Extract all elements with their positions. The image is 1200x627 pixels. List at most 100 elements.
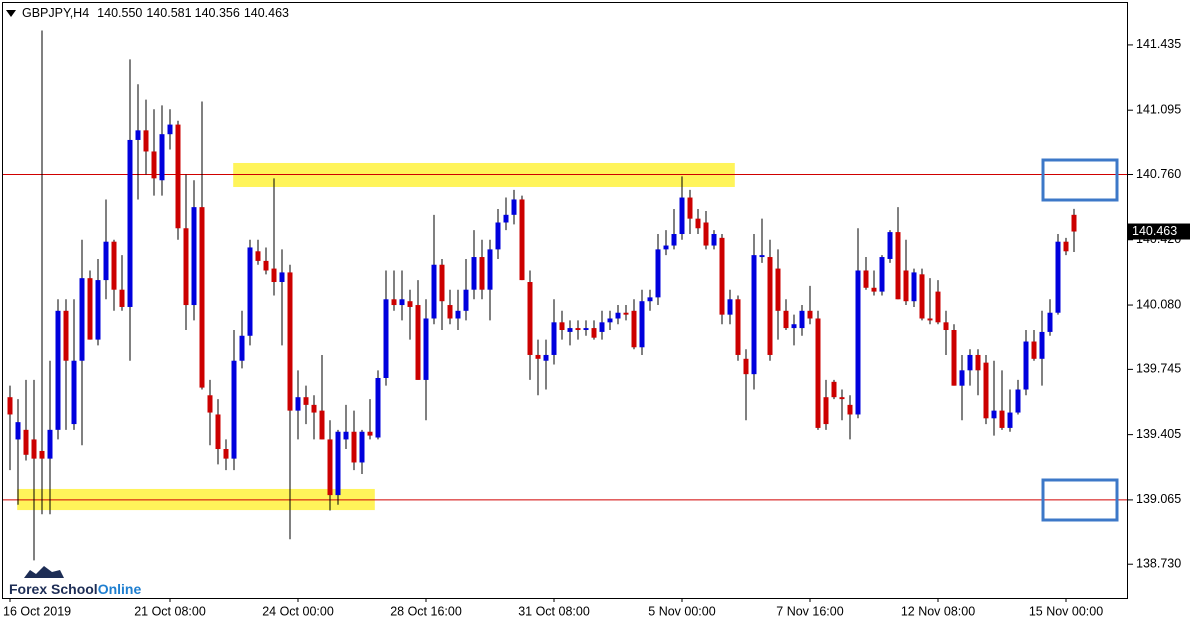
candle-body [895, 232, 901, 300]
candle-body [599, 322, 605, 332]
candle-body [967, 354, 973, 371]
candle-body [903, 270, 909, 302]
candle-body [639, 301, 645, 348]
candle-body [143, 130, 149, 152]
candle-body [383, 299, 389, 378]
x-tick-label: 28 Oct 16:00 [390, 604, 462, 618]
y-tick-label: 141.095 [1136, 102, 1181, 116]
logo-icon [24, 566, 64, 578]
candle-body [23, 429, 29, 455]
candle-body [679, 197, 685, 235]
x-tick-label: 24 Oct 00:00 [262, 604, 334, 618]
chart-header: GBPJPY,H4 140.550 140.581 140.356 140.463 [22, 6, 289, 20]
candle-body [703, 222, 709, 246]
y-tick-label: 140.080 [1136, 297, 1181, 311]
candle-body [735, 299, 741, 355]
candle-body [711, 234, 717, 246]
candle-body [935, 291, 941, 323]
candle-body [999, 410, 1005, 428]
y-tick-label: 139.745 [1136, 362, 1181, 376]
y-tick-label: 141.435 [1136, 37, 1181, 51]
highlight-box [1041, 158, 1119, 202]
candle-body [831, 381, 837, 398]
candle-body [255, 251, 261, 261]
x-tick-label: 16 Oct 2019 [3, 604, 71, 618]
candle-body [687, 197, 693, 219]
candle-body [263, 260, 269, 271]
y-tick-label: 139.405 [1136, 427, 1181, 441]
symbol: GBPJPY,H4 [22, 6, 89, 20]
candle-body [727, 299, 733, 315]
candle-body [631, 310, 637, 348]
candle-body [479, 257, 485, 290]
candle-body [415, 305, 421, 380]
x-tick-label: 7 Nov 16:00 [776, 604, 843, 618]
candle-body [775, 268, 781, 311]
x-tick-label: 21 Oct 08:00 [134, 604, 206, 618]
candle-body [1031, 341, 1037, 359]
candle-body [663, 245, 669, 250]
candle-body [15, 422, 21, 440]
candle-body [607, 318, 613, 323]
plot-frame [2, 2, 1128, 599]
candle-body [87, 278, 93, 340]
candle-body [495, 222, 501, 250]
candle-body [567, 328, 573, 332]
candle-body [343, 431, 349, 440]
y-tick-label: 138.730 [1136, 557, 1181, 571]
candle-body [655, 249, 661, 298]
candle-body [351, 431, 357, 463]
candle-body [695, 218, 701, 229]
candle-body [887, 232, 893, 259]
candle-body [951, 330, 957, 386]
candle-body [423, 318, 429, 380]
candle-body [983, 362, 989, 419]
candle-body [583, 328, 589, 331]
candle-body [359, 431, 365, 463]
x-tick-label: 12 Nov 08:00 [901, 604, 975, 618]
candle-body [119, 289, 125, 307]
candle-body [399, 299, 405, 306]
candle-body [247, 247, 253, 336]
candle-body [391, 299, 397, 306]
candle-body [319, 410, 325, 440]
candle-body [911, 272, 917, 302]
candle-body [847, 404, 853, 415]
candle-body [767, 257, 773, 355]
candle-body [71, 360, 77, 425]
candle-body [615, 312, 621, 319]
watermark-part: Forex School [9, 581, 98, 597]
collapse-icon[interactable] [6, 10, 16, 17]
x-tick-label: 5 Nov 00:00 [648, 604, 715, 618]
candle-body [559, 322, 565, 331]
candle-body [575, 328, 581, 331]
axis-layer: 141.435141.095140.760140.420140.080139.7… [3, 37, 1190, 618]
candle-body [823, 397, 829, 425]
y-tick-label: 139.065 [1136, 492, 1181, 506]
candle-body [407, 301, 413, 307]
candle-body [1071, 214, 1077, 232]
levels-layer [2, 174, 1128, 501]
x-tick-label: 31 Oct 08:00 [518, 604, 590, 618]
candle-body [367, 431, 373, 436]
candle-body [1007, 412, 1013, 428]
open-value: 140.550 [97, 6, 142, 20]
candle-body [95, 280, 101, 340]
candle-body [671, 234, 677, 246]
candle-body [79, 278, 85, 361]
candle-body [551, 322, 557, 355]
candle-body [223, 449, 229, 459]
candle-body [751, 255, 757, 375]
candle-body [519, 199, 525, 281]
candle-body [159, 134, 165, 181]
candle-body [463, 289, 469, 311]
candle-body [127, 139, 133, 307]
candle-body [183, 228, 189, 306]
candle-body [919, 274, 925, 319]
high-value: 140.581 [146, 6, 191, 20]
watermark: Forex SchoolOnline [9, 566, 141, 597]
candle-body [927, 318, 933, 321]
candle-body [991, 410, 997, 419]
